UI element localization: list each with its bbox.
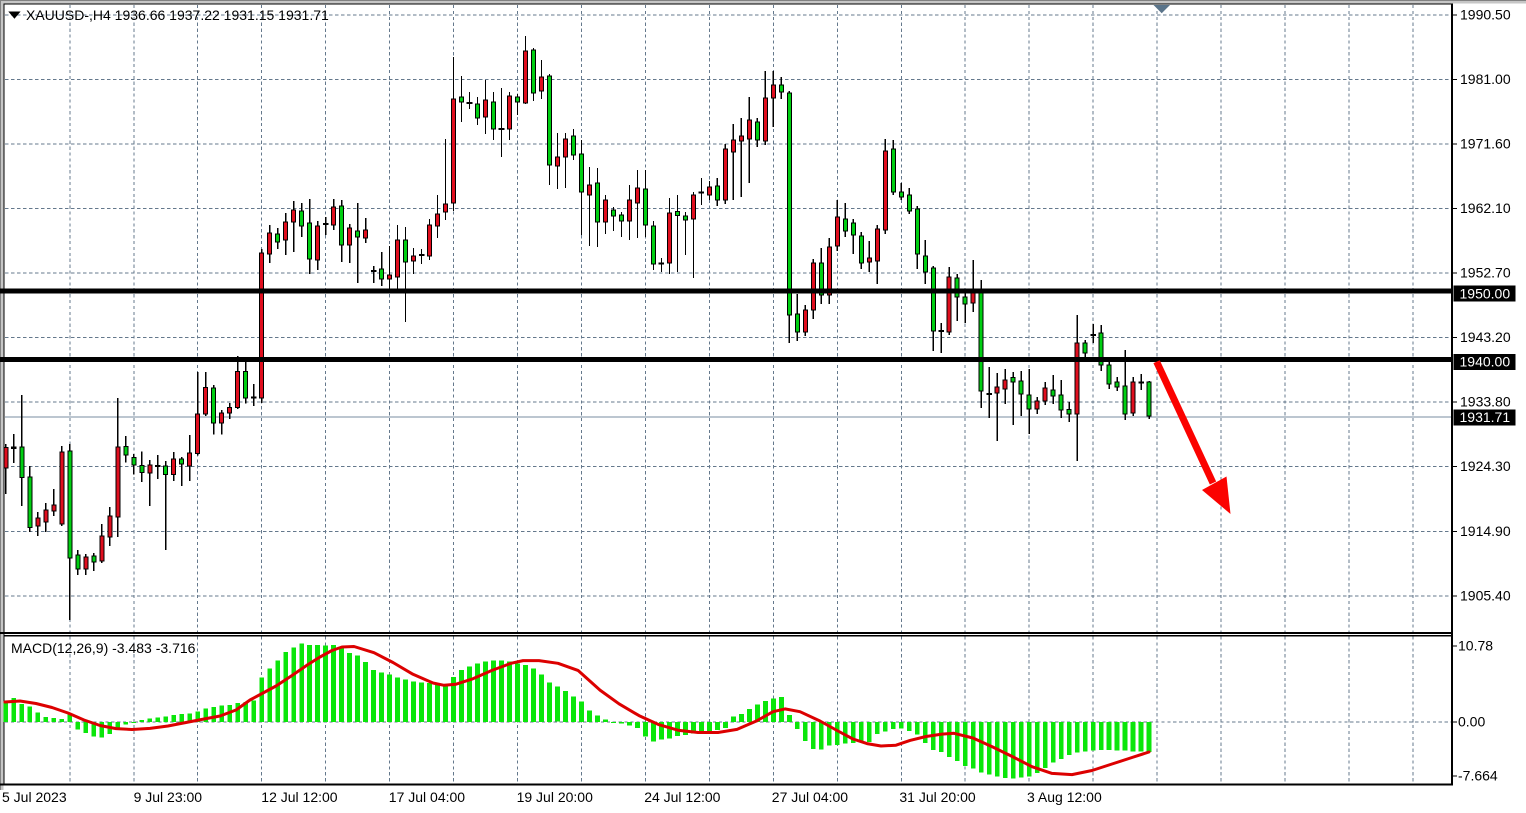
svg-text:24 Jul 12:00: 24 Jul 12:00 — [644, 789, 720, 805]
svg-text:1962.10: 1962.10 — [1460, 200, 1511, 216]
svg-text:27 Jul 04:00: 27 Jul 04:00 — [772, 789, 848, 805]
svg-text:10.78: 10.78 — [1458, 638, 1493, 654]
svg-text:1950.00: 1950.00 — [1460, 285, 1511, 301]
svg-text:1914.90: 1914.90 — [1460, 523, 1511, 539]
svg-text:5 Jul 2023: 5 Jul 2023 — [2, 789, 67, 805]
svg-text:1971.60: 1971.60 — [1460, 136, 1511, 152]
svg-text:31 Jul 20:00: 31 Jul 20:00 — [899, 789, 975, 805]
svg-text:MACD(12,26,9) -3.483 -3.716: MACD(12,26,9) -3.483 -3.716 — [11, 640, 196, 656]
svg-text:1943.20: 1943.20 — [1460, 329, 1511, 345]
svg-text:1990.50: 1990.50 — [1460, 6, 1511, 22]
svg-text:1905.40: 1905.40 — [1460, 587, 1511, 603]
svg-text:1931.71: 1931.71 — [1460, 409, 1511, 425]
svg-text:19 Jul 20:00: 19 Jul 20:00 — [517, 789, 593, 805]
svg-text:1933.80: 1933.80 — [1460, 394, 1511, 410]
svg-text:1952.70: 1952.70 — [1460, 265, 1511, 281]
svg-text:9 Jul 23:00: 9 Jul 23:00 — [134, 789, 203, 805]
svg-text:0.00: 0.00 — [1458, 713, 1485, 729]
svg-text:XAUUSD-,H4 1936.66 1937.22 19: XAUUSD-,H4 1936.66 1937.22 1931.15 1931.… — [26, 7, 329, 23]
svg-text:17 Jul 04:00: 17 Jul 04:00 — [389, 789, 465, 805]
svg-text:12 Jul 12:00: 12 Jul 12:00 — [261, 789, 337, 805]
svg-text:3 Aug 12:00: 3 Aug 12:00 — [1027, 789, 1102, 805]
svg-text:-7.664: -7.664 — [1458, 767, 1498, 783]
svg-text:1940.00: 1940.00 — [1460, 354, 1511, 370]
svg-text:1981.00: 1981.00 — [1460, 71, 1511, 87]
svg-text:1924.30: 1924.30 — [1460, 458, 1511, 474]
